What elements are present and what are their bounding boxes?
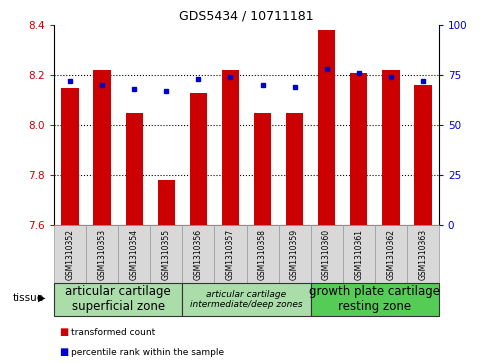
Title: GDS5434 / 10711181: GDS5434 / 10711181: [179, 10, 314, 23]
Text: ■: ■: [59, 327, 69, 337]
Bar: [382, 70, 399, 225]
Text: articular cartilage
intermediate/deep zones: articular cartilage intermediate/deep zo…: [190, 290, 303, 309]
Text: percentile rank within the sample: percentile rank within the sample: [71, 348, 225, 356]
Text: tissue: tissue: [12, 293, 43, 303]
Text: GSM1310353: GSM1310353: [98, 229, 107, 280]
Bar: [414, 85, 431, 225]
Text: GSM1310355: GSM1310355: [162, 229, 171, 280]
Text: GSM1310359: GSM1310359: [290, 229, 299, 280]
Text: growth plate cartilage
resting zone: growth plate cartilage resting zone: [309, 285, 440, 314]
Text: GSM1310360: GSM1310360: [322, 229, 331, 280]
Bar: [190, 93, 207, 225]
Bar: [254, 113, 271, 225]
Bar: [158, 180, 175, 225]
Text: GSM1310358: GSM1310358: [258, 229, 267, 280]
Text: GSM1310354: GSM1310354: [130, 229, 139, 280]
Text: GSM1310356: GSM1310356: [194, 229, 203, 280]
Bar: [62, 88, 79, 225]
Bar: [286, 113, 303, 225]
Text: ■: ■: [59, 347, 69, 357]
Text: GSM1310357: GSM1310357: [226, 229, 235, 280]
Text: GSM1310362: GSM1310362: [386, 229, 395, 280]
Text: GSM1310363: GSM1310363: [418, 229, 427, 280]
Bar: [318, 30, 335, 225]
Text: articular cartilage
superficial zone: articular cartilage superficial zone: [66, 285, 171, 314]
Text: GSM1310352: GSM1310352: [66, 229, 75, 280]
Text: transformed count: transformed count: [71, 328, 156, 337]
Bar: [222, 70, 239, 225]
Bar: [350, 73, 367, 225]
Text: ▶: ▶: [38, 293, 46, 303]
Bar: [126, 113, 143, 225]
Text: GSM1310361: GSM1310361: [354, 229, 363, 280]
Bar: [94, 70, 111, 225]
